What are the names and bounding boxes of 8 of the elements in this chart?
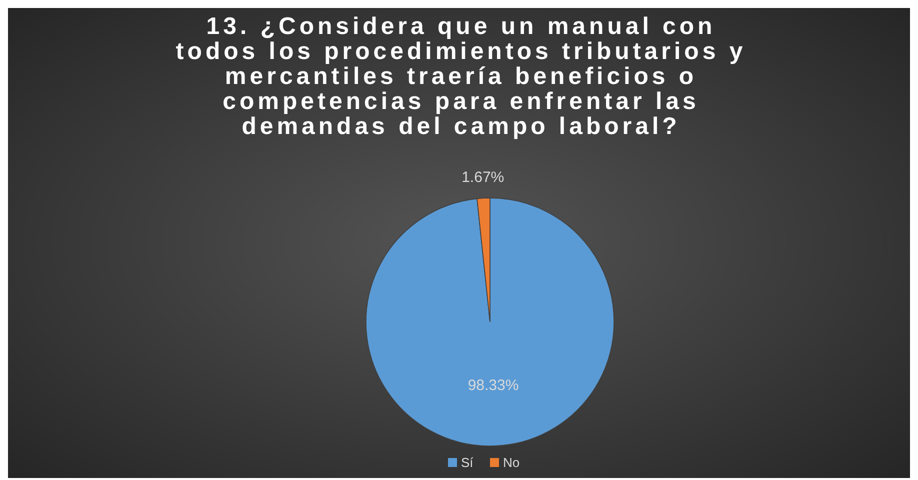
legend-item: Sí — [448, 455, 474, 470]
slice-label: Sí — [461, 455, 474, 470]
pie-slice — [366, 198, 614, 446]
legend-item: No — [490, 455, 520, 470]
chart-title: 13. ¿Considera que un manual con todos los procedimientos tributarios y mercantiles traería beneficios o competencias para enfrentar las demandas del campo laboral? — [176, 13, 746, 140]
legend-label: No — [503, 455, 520, 470]
data-label: 1.67% — [462, 169, 504, 186]
data-label: 98.33% — [468, 376, 519, 394]
